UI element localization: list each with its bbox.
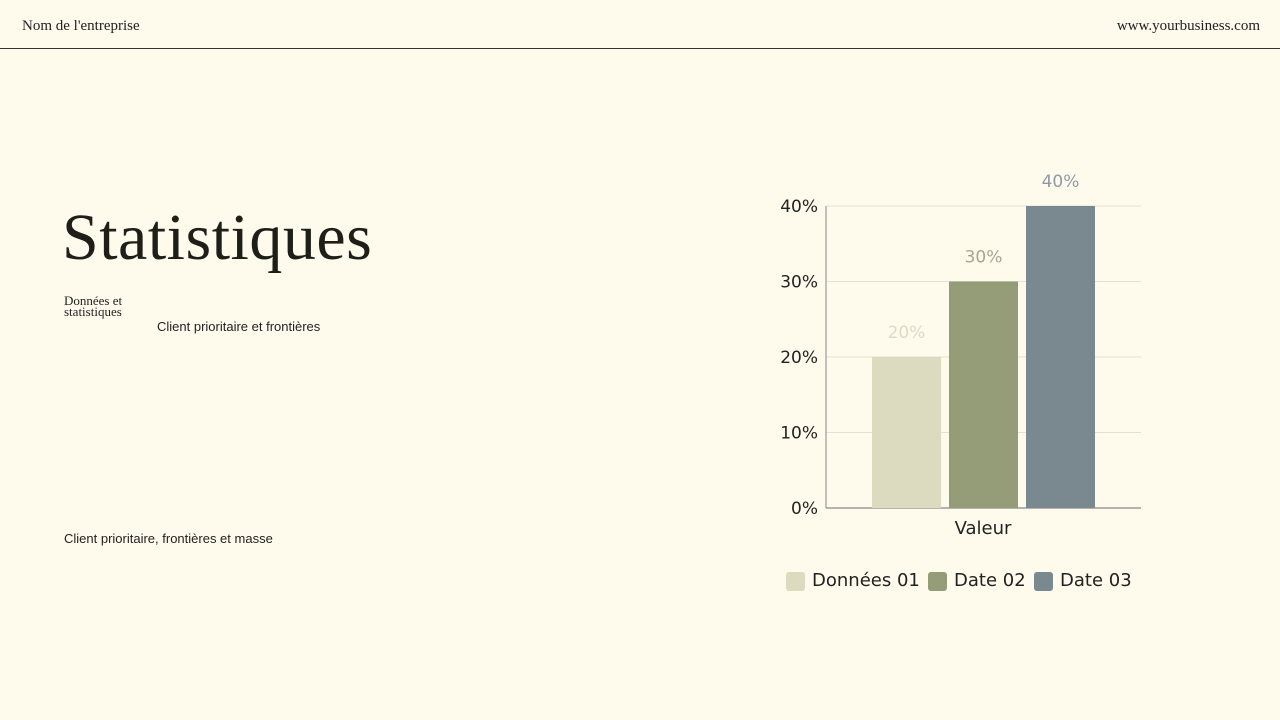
page-title: Statistiques [62, 201, 373, 274]
subtitle: Données et statistiques [64, 293, 123, 319]
y-tick-label: 0% [791, 499, 818, 519]
legend-swatch [928, 572, 947, 591]
legend-swatch [1034, 572, 1053, 591]
data-label: 30% [965, 248, 1003, 268]
footnote: Client prioritaire, frontières et masse [64, 531, 273, 546]
company-name: Nom de l'entreprise [22, 18, 140, 34]
header-divider [0, 48, 1280, 49]
legend-label: Données 01 [812, 570, 920, 591]
legend-label: Date 03 [1060, 570, 1132, 591]
legend-swatch [786, 572, 805, 591]
legend-label: Date 02 [954, 570, 1026, 591]
y-tick-label: 20% [780, 348, 818, 368]
data-label: 20% [888, 323, 926, 343]
y-tick-label: 10% [780, 424, 818, 444]
y-tick-label: 40% [780, 197, 818, 217]
website-link[interactable]: www.yourbusiness.com [1116, 18, 1260, 34]
bar-2 [949, 281, 1018, 508]
x-tick-label: Valeur [955, 518, 1012, 539]
caption: Client prioritaire et frontières [157, 319, 321, 334]
bar-3 [1026, 206, 1095, 508]
y-tick-label: 30% [780, 273, 818, 293]
data-label: 40% [1042, 172, 1080, 192]
bar-1 [872, 357, 941, 508]
